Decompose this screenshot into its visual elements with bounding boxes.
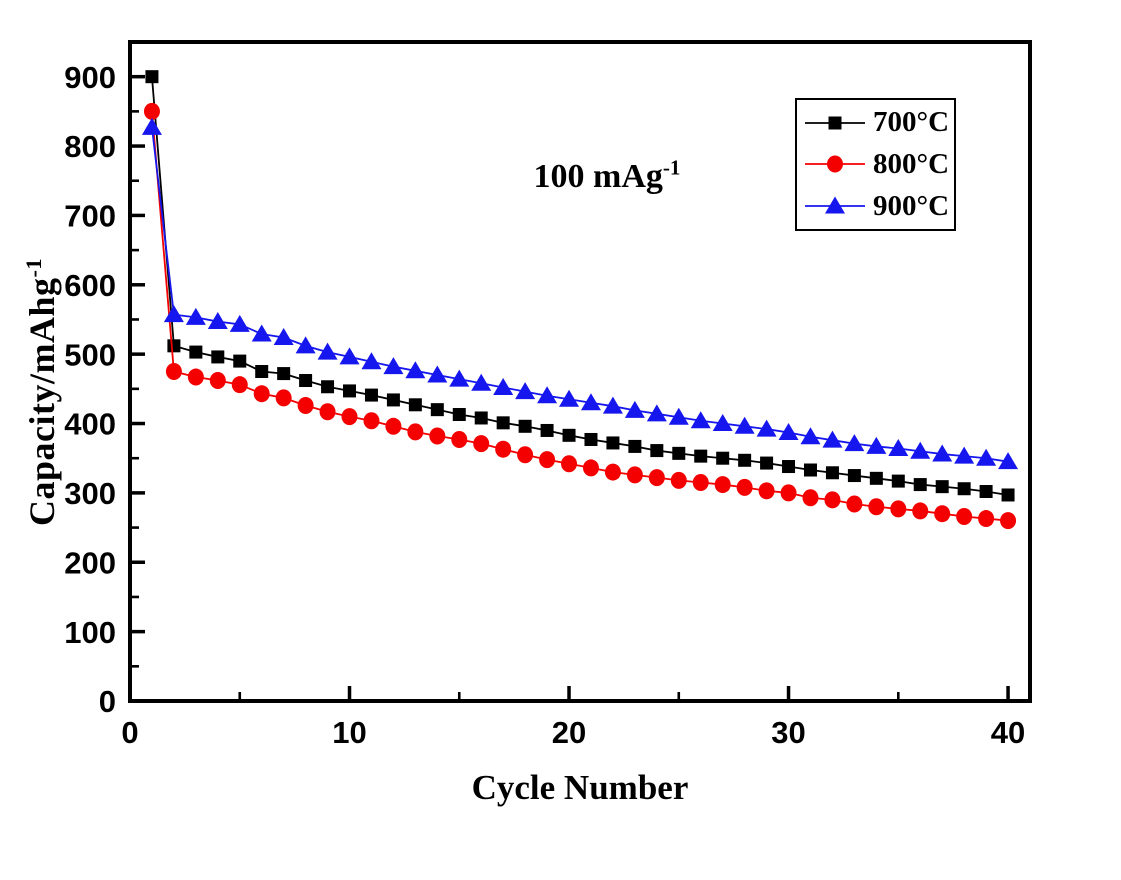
svg-text:200: 200: [64, 545, 116, 580]
legend-label-700: 700°C: [873, 106, 950, 139]
y-axis-title-text: Capacity/mAhg: [22, 277, 62, 527]
svg-text:20: 20: [552, 715, 586, 750]
y-axis-title-superscript: -1: [21, 257, 46, 278]
series-700°C: [145, 70, 1015, 502]
legend-row-800: 800°C: [803, 148, 954, 181]
svg-text:30: 30: [771, 715, 805, 750]
annotation-superscript: -1: [662, 155, 681, 180]
y-axis-title: Capacity/mAhg-1: [21, 258, 63, 526]
legend-label-900: 900°C: [873, 189, 950, 222]
series-800°C: [143, 102, 1017, 530]
svg-text:800: 800: [64, 129, 116, 164]
legend-swatch-circle-icon: [805, 155, 865, 173]
legend-row-700: 700°C: [803, 106, 954, 139]
svg-text:100: 100: [64, 615, 116, 650]
legend: 700°C 800°C 900°C: [795, 98, 956, 231]
x-axis-title: Cycle Number: [430, 768, 730, 808]
series-900°C: [141, 117, 1019, 470]
svg-text:600: 600: [64, 268, 116, 303]
svg-text:400: 400: [64, 407, 116, 442]
svg-text:900: 900: [64, 60, 116, 95]
annotation-text: 100 mAg: [533, 158, 663, 195]
svg-text:0: 0: [121, 715, 138, 750]
legend-swatch-square-icon: [805, 116, 865, 130]
svg-text:300: 300: [64, 476, 116, 511]
legend-swatch-triangle-icon: [805, 196, 865, 214]
svg-text:40: 40: [991, 715, 1025, 750]
current-density-annotation: 100 mAg-1: [487, 155, 727, 196]
svg-text:700: 700: [64, 199, 116, 234]
svg-text:0: 0: [99, 684, 116, 719]
legend-row-900: 900°C: [803, 190, 954, 223]
legend-label-800: 800°C: [873, 147, 950, 180]
svg-text:500: 500: [64, 337, 116, 372]
svg-text:10: 10: [332, 715, 366, 750]
x-axis-title-text: Cycle Number: [471, 768, 689, 807]
